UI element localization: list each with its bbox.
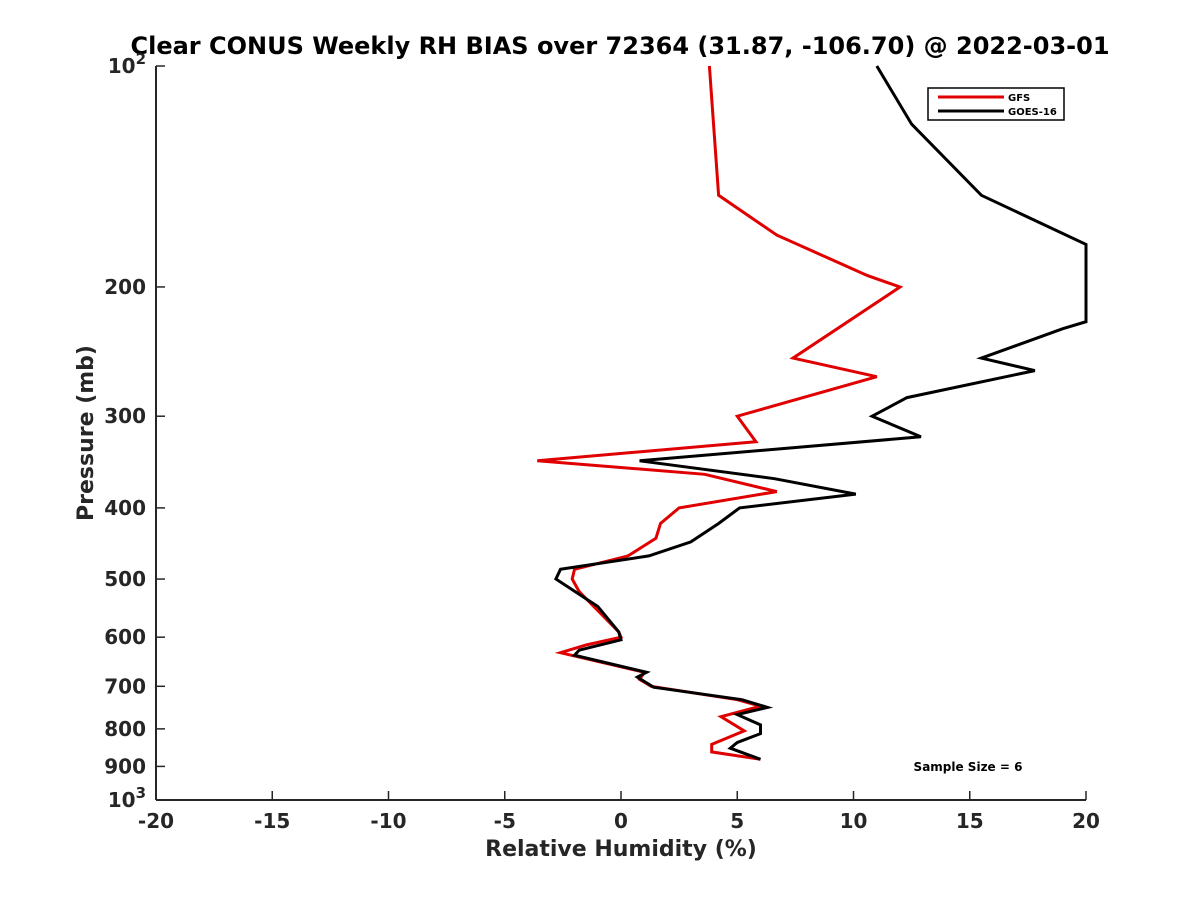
- x-tick-label: -5: [494, 809, 516, 833]
- y-tick-label: 600: [104, 625, 146, 649]
- y-tick-label: 400: [104, 496, 146, 520]
- y-tick-label: 200: [104, 275, 146, 299]
- x-tick-label: 10: [840, 809, 868, 833]
- chart-title: Clear CONUS Weekly RH BIAS over 72364 (3…: [130, 32, 1109, 60]
- x-tick-label: -15: [254, 809, 290, 833]
- plot-series: [537, 65, 1088, 761]
- y-tick-label: 103: [108, 784, 146, 812]
- y-tick-label: 300: [104, 404, 146, 428]
- y-tick-label: 800: [104, 717, 146, 741]
- series-line-goes-16: [553, 65, 1088, 761]
- series-line-gfs: [537, 65, 904, 761]
- x-tick-label: 15: [956, 809, 984, 833]
- x-tick-label: 0: [614, 809, 628, 833]
- y-tick-label: 102: [108, 50, 146, 78]
- x-tick-label: 5: [730, 809, 744, 833]
- y-tick-label: 900: [104, 754, 146, 778]
- x-axis-label: Relative Humidity (%): [485, 837, 757, 862]
- y-axis-label: Pressure (mb): [74, 345, 99, 521]
- legend: GFS GOES-16: [927, 87, 1065, 121]
- x-tick-label: -10: [370, 809, 406, 833]
- y-tick-label: 500: [104, 567, 146, 591]
- x-tick-label: 20: [1072, 809, 1100, 833]
- x-ticks: -20 -15 -10 -5 0 5 10 15 20: [138, 791, 1100, 833]
- legend-label-gfs: GFS: [1008, 93, 1030, 104]
- legend-label-goes-16: GOES-16: [1008, 107, 1057, 118]
- sample-size-annotation: Sample Size = 6: [914, 760, 1023, 774]
- y-ticks: 102 200 300 400 500 600 700 800 900 103: [104, 50, 165, 812]
- y-tick-label: 700: [104, 674, 146, 698]
- axes: [155, 66, 1086, 801]
- x-tick-label: -20: [138, 809, 174, 833]
- legend-box: [927, 87, 1065, 121]
